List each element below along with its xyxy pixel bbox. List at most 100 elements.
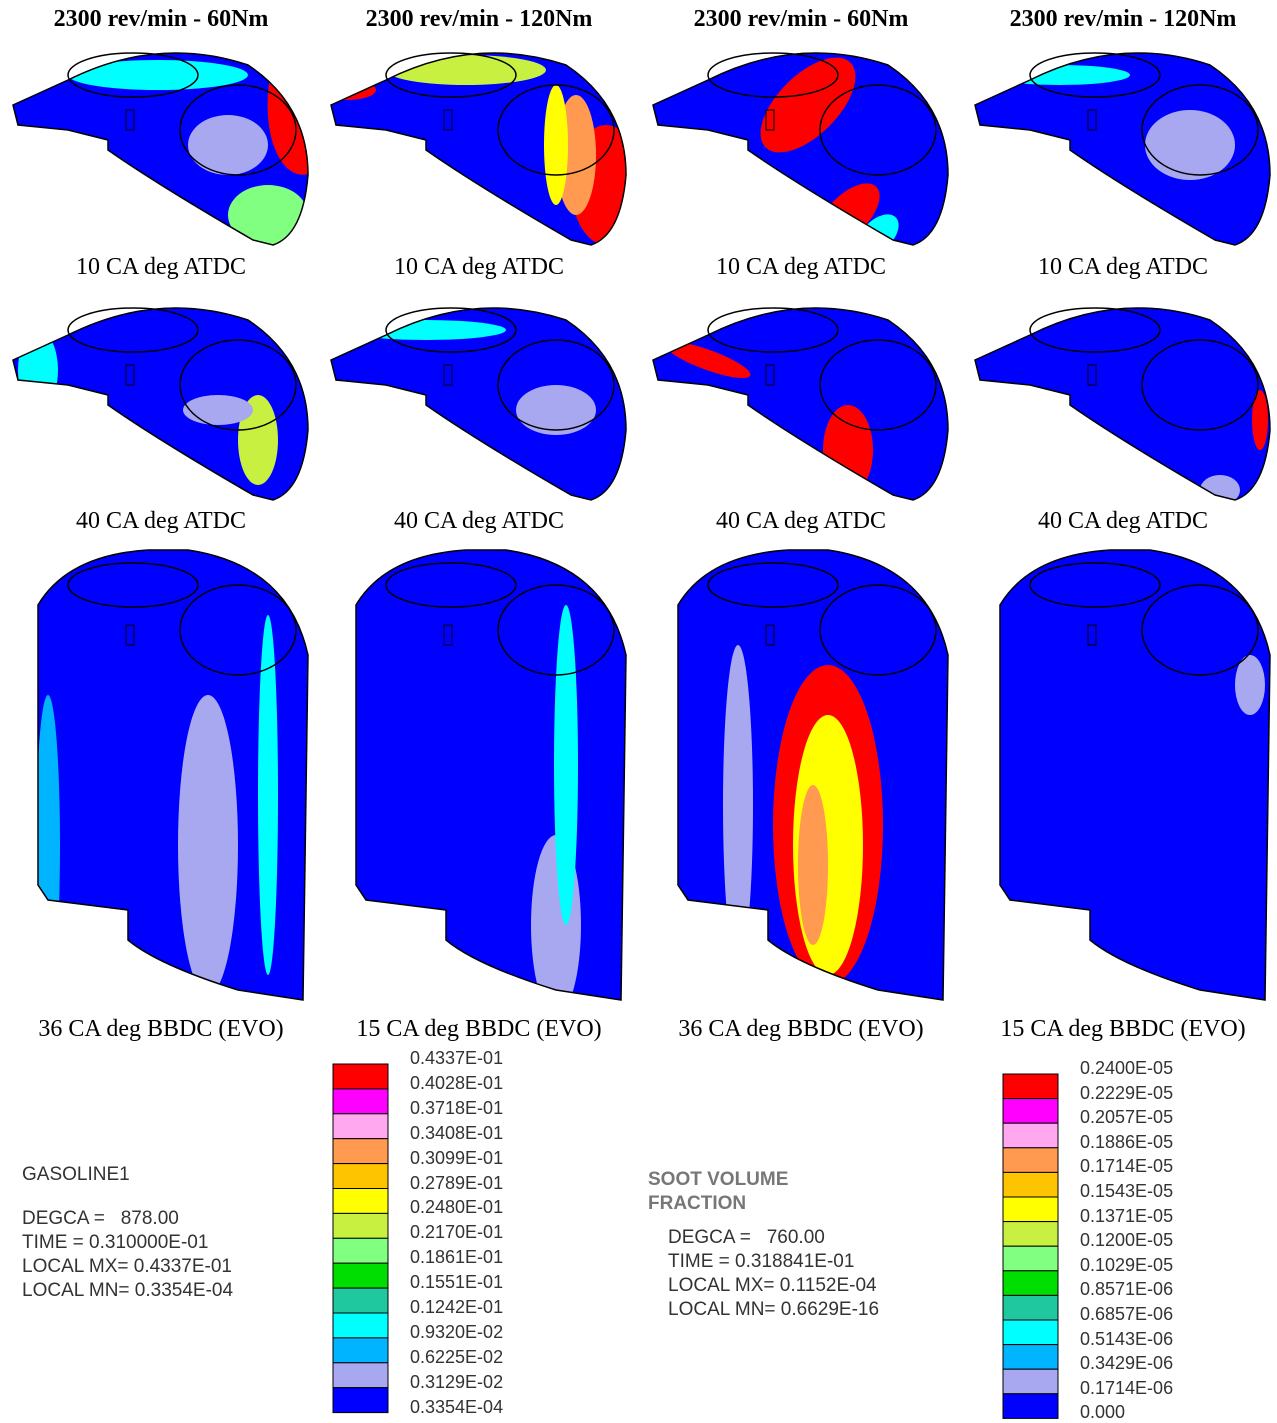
row-caption: 40 CA deg ATDC (962, 508, 1277, 535)
contour-patch (554, 605, 578, 925)
simulation-panel (13, 12, 355, 245)
cylinder-body (975, 308, 1270, 500)
legend-level: 0.2789E-01 (410, 1174, 503, 1192)
legend-swatch (333, 1064, 388, 1089)
legend-info: LOCAL MN= 0.3354E-04 (22, 1279, 233, 1303)
legend-level: 0.2170E-01 (410, 1223, 503, 1241)
legend-level: 0.1714E-06 (1080, 1379, 1173, 1397)
legend-level: 0.2480E-01 (410, 1198, 503, 1216)
cylinder-body (356, 550, 626, 1000)
legend-level: 0.000 (1080, 1403, 1125, 1421)
legend-swatch (1003, 1172, 1058, 1197)
simulation-panel (356, 550, 626, 1015)
legend-info: LOCAL MX= 0.4337E-01 (22, 1255, 232, 1279)
legend-level: 0.1886E-05 (1080, 1133, 1173, 1151)
contour-patch (316, 80, 376, 100)
simulation-panel (13, 308, 308, 500)
contour-patch (188, 115, 268, 175)
legend-level: 0.1200E-05 (1080, 1231, 1173, 1249)
legend-swatch (1003, 1271, 1058, 1296)
legend-level: 0.2400E-05 (1080, 1059, 1173, 1077)
legend-swatch (1003, 1197, 1058, 1222)
simulation-panel (316, 53, 641, 245)
legend-swatch (1003, 1295, 1058, 1320)
legend-level: 0.5143E-06 (1080, 1330, 1173, 1348)
legend-swatch (333, 1363, 388, 1388)
legend-swatch (1003, 1345, 1058, 1370)
row-caption: 10 CA deg ATDC (962, 254, 1277, 281)
legend-level: 0.2229E-05 (1080, 1084, 1173, 1102)
legend-swatch (333, 1189, 388, 1214)
legend-level: 0.1371E-05 (1080, 1207, 1173, 1225)
simulation-panel (1000, 550, 1270, 1000)
cylinder-body (653, 308, 948, 500)
simulation-panel (653, 41, 948, 263)
row-caption: 36 CA deg BBDC (EVO) (640, 1016, 962, 1043)
contour-patch (228, 185, 308, 245)
legend-level: 0.3718E-01 (410, 1099, 503, 1117)
contour-patch (823, 405, 873, 495)
legend-swatch (1003, 1246, 1058, 1271)
row-caption: 10 CA deg ATDC (640, 254, 962, 281)
legend-swatch (1003, 1123, 1058, 1148)
legend-swatch (333, 1388, 388, 1413)
simulation-panel (678, 550, 948, 1000)
contour-patch (544, 85, 568, 205)
legend-level: 0.8571E-06 (1080, 1280, 1173, 1298)
legend-swatch (1003, 1074, 1058, 1099)
legend-swatch (333, 1238, 388, 1263)
column-header: 2300 rev/min - 60Nm (640, 6, 962, 33)
legend-level: 0.3429E-06 (1080, 1354, 1173, 1372)
row-caption: 36 CA deg BBDC (EVO) (0, 1016, 322, 1043)
simulation-panel (653, 308, 948, 500)
legend-title: SOOT VOLUME FRACTION (648, 1168, 848, 1216)
contour-patch (723, 645, 753, 965)
simulation-panel (975, 308, 1270, 505)
row-caption: 15 CA deg BBDC (EVO) (962, 1016, 1277, 1043)
contours (1235, 655, 1265, 715)
legend-level: 0.9320E-02 (410, 1323, 503, 1341)
contour-patch (36, 695, 60, 995)
contours (723, 645, 883, 985)
legend-title: GASOLINE1 (22, 1163, 130, 1187)
legend-level: 0.3408E-01 (410, 1124, 503, 1142)
legend-swatch (333, 1164, 388, 1189)
legend-swatch (333, 1338, 388, 1363)
legend-level: 0.4337E-01 (410, 1049, 503, 1067)
legend-swatch (1003, 1320, 1058, 1345)
contour-patch (1145, 110, 1235, 180)
legend-info: LOCAL MN= 0.6629E-16 (668, 1298, 879, 1322)
figure: 2300 rev/min - 60Nm2300 rev/min - 120Nm2… (0, 0, 1277, 1423)
legend-level: 0.6225E-02 (410, 1348, 503, 1366)
contour-patch (1235, 655, 1265, 715)
contour-patch (183, 395, 253, 425)
legend-swatch (333, 1089, 388, 1114)
legend-swatch (333, 1139, 388, 1164)
legend-swatch (1003, 1369, 1058, 1394)
row-caption: 40 CA deg ATDC (640, 508, 962, 535)
contour-patch (346, 320, 506, 340)
simulation-panel (975, 53, 1270, 245)
contour-patch (990, 65, 1130, 85)
legend-swatch (333, 1114, 388, 1139)
legend-level: 0.4028E-01 (410, 1074, 503, 1092)
legend-info: LOCAL MX= 0.1152E-04 (668, 1274, 877, 1298)
legend-level: 0.1543E-05 (1080, 1182, 1173, 1200)
contour-patch (516, 385, 596, 435)
column-header: 2300 rev/min - 60Nm (0, 6, 322, 33)
legend-level: 0.3099E-01 (410, 1149, 503, 1167)
legend-level: 0.3354E-04 (410, 1398, 503, 1416)
row-caption: 15 CA deg BBDC (EVO) (318, 1016, 640, 1043)
cylinder-body (1000, 550, 1270, 1000)
row-caption: 10 CA deg ATDC (318, 254, 640, 281)
row-caption: 40 CA deg ATDC (318, 508, 640, 535)
legend-info: DEGCA = 760.00 (668, 1226, 825, 1250)
legend-level: 0.1029E-05 (1080, 1256, 1173, 1274)
legend-level: 0.1714E-05 (1080, 1157, 1173, 1175)
legend-level: 0.1242E-01 (410, 1298, 503, 1316)
legend-level: 0.2057E-05 (1080, 1108, 1173, 1126)
column-header: 2300 rev/min - 120Nm (962, 6, 1277, 33)
legend-swatch (333, 1288, 388, 1313)
row-caption: 10 CA deg ATDC (0, 254, 322, 281)
simulation-panel (331, 308, 626, 500)
